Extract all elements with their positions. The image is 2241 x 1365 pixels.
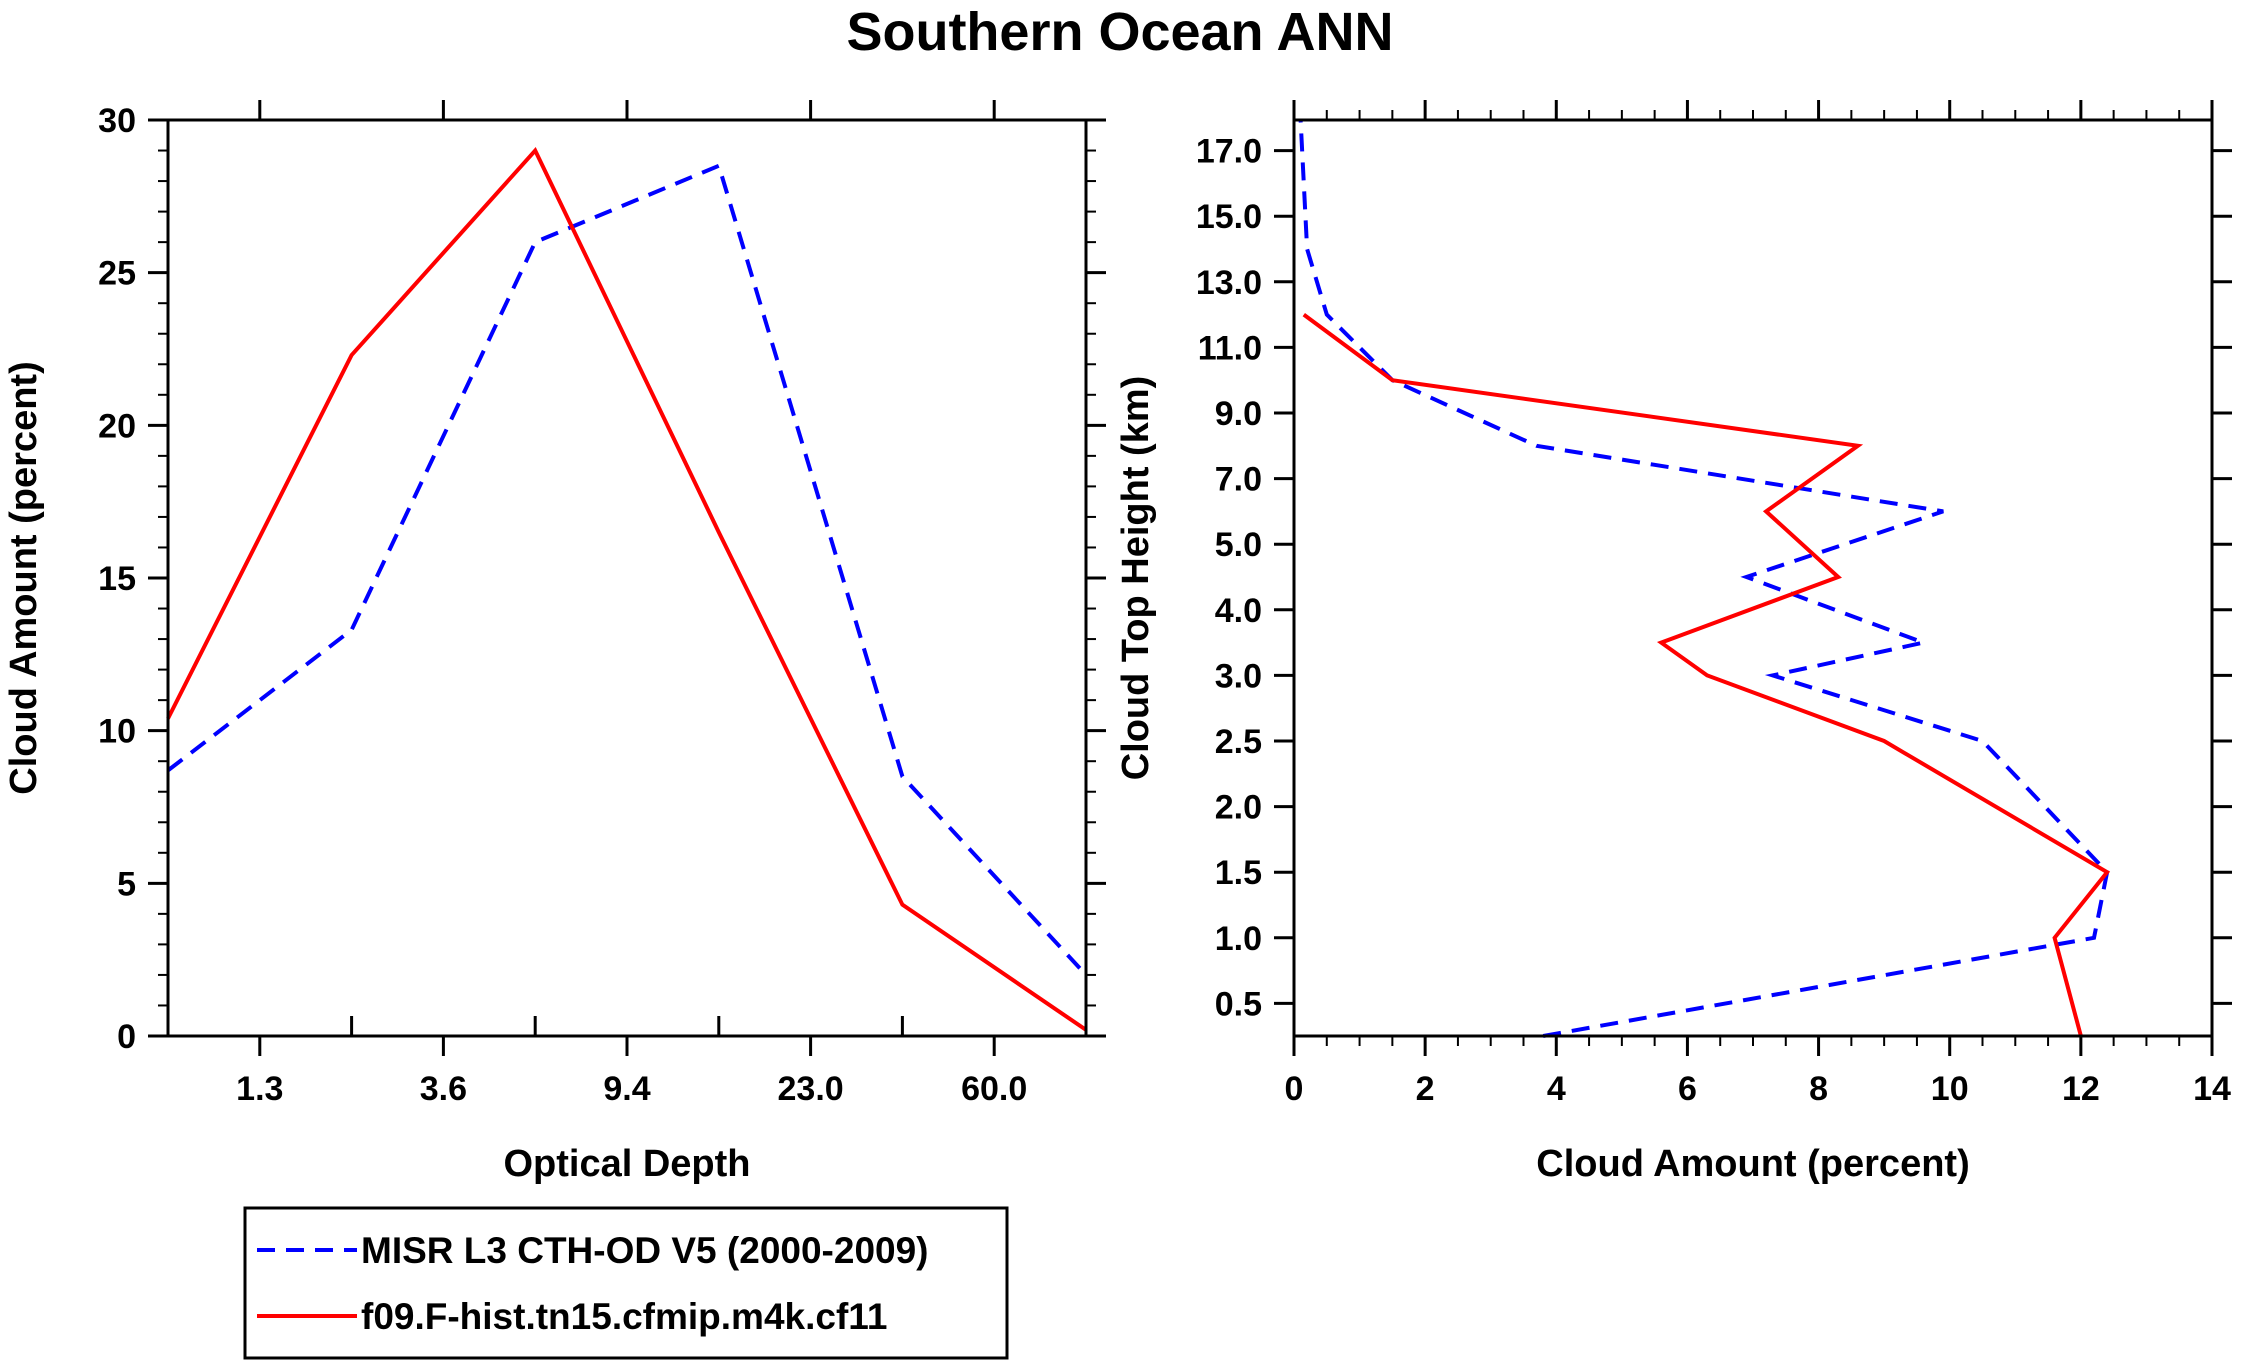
right-y-tick-label: 1.0 [1215,920,1262,958]
right-x-tick-label: 6 [1678,1070,1697,1108]
right-y-tick-label: 7.0 [1215,461,1262,499]
left-x-tick-label: 9.4 [603,1070,650,1108]
right-y-tick-label: 0.5 [1215,985,1262,1023]
right-x-tick-label: 8 [1809,1070,1828,1108]
right-series-model-line [1302,312,2111,1037]
right-x-tick-label: 4 [1547,1070,1566,1108]
right-y-tick-label: 13.0 [1196,264,1262,302]
right-x-axis-label: Cloud Amount (percent) [1536,1143,1969,1185]
right-series-lines [1298,119,2111,1038]
legend-box [243,1206,1009,1360]
right-x-tick-label: 2 [1416,1070,1435,1108]
left-y-tick-label: 20 [98,407,136,445]
legend: MISR L3 CTH-OD V5 (2000-2009) f09.F-hist… [243,1206,1009,1360]
right-x-tick-label: 10 [1931,1070,1969,1108]
left-x-tick-label: 1.3 [236,1070,283,1108]
left-y-tick-label: 0 [117,1018,136,1056]
left-plot-frame [166,118,1088,1038]
right-x-tick-label: 12 [2062,1070,2100,1108]
right-y-tick-label: 3.0 [1215,657,1262,695]
right-y-tick-label: 2.0 [1215,789,1262,827]
right-y-tick-label: 1.5 [1215,854,1262,892]
right-y-tick-label: 5.0 [1215,526,1262,564]
right-y-axis-label: Cloud Top Height (km) [1115,376,1157,781]
left-panel: 1.3 3.6 9.4 23.0 60.0 0 5 10 15 20 25 30 Optical De… [3,100,1106,1185]
right-y-tick-label: 4.0 [1215,592,1262,630]
left-series-misr-line [166,163,1088,977]
right-y-tick-label: 15.0 [1196,198,1262,236]
left-x-tick-label: 3.6 [420,1070,467,1108]
left-x-tick-label: 23.0 [778,1070,844,1108]
left-x-tick-label: 60.0 [961,1070,1027,1108]
right-panel: 0 2 4 6 8 10 12 14 0.5 1.0 1.5 2.0 2.5 3.0 4.0 5.0 7.0 9.… [1115,100,2232,1185]
left-x-axis-label: Optical Depth [503,1143,750,1185]
legend-label-misr: MISR L3 CTH-OD V5 (2000-2009) [361,1230,929,1271]
left-y-tick-label: 30 [98,102,136,140]
right-y-tick-label: 11.0 [1198,329,1262,367]
left-y-axis-label: Cloud Amount (percent) [3,361,45,794]
right-x-tick-label: 14 [2193,1070,2231,1108]
left-y-tick-label: 15 [98,560,136,598]
left-series-model-line [166,146,1088,1032]
right-x-tick-label: 0 [1285,1070,1304,1108]
right-y-tick-label: 9.0 [1215,395,1262,433]
right-series-misr-line [1298,119,2110,1038]
left-y-tick-label: 5 [117,865,136,903]
legend-label-model: f09.F-hist.tn15.cfmip.m4k.cf11 [361,1296,887,1337]
left-series-lines [166,146,1088,1032]
figure-title: Southern Ocean ANN [846,2,1393,62]
right-ticks: 0 2 4 6 8 10 12 14 0.5 1.0 1.5 2.0 2.5 3.0 4.0 5.0 7.0 9.… [1196,100,2232,1108]
left-y-tick-label: 25 [98,255,136,293]
right-y-tick-label: 17.0 [1196,133,1262,171]
right-y-tick-label: 2.5 [1215,723,1262,761]
left-ticks: 1.3 3.6 9.4 23.0 60.0 0 5 10 15 20 25 30 [98,100,1106,1108]
left-y-tick-label: 10 [98,713,136,751]
